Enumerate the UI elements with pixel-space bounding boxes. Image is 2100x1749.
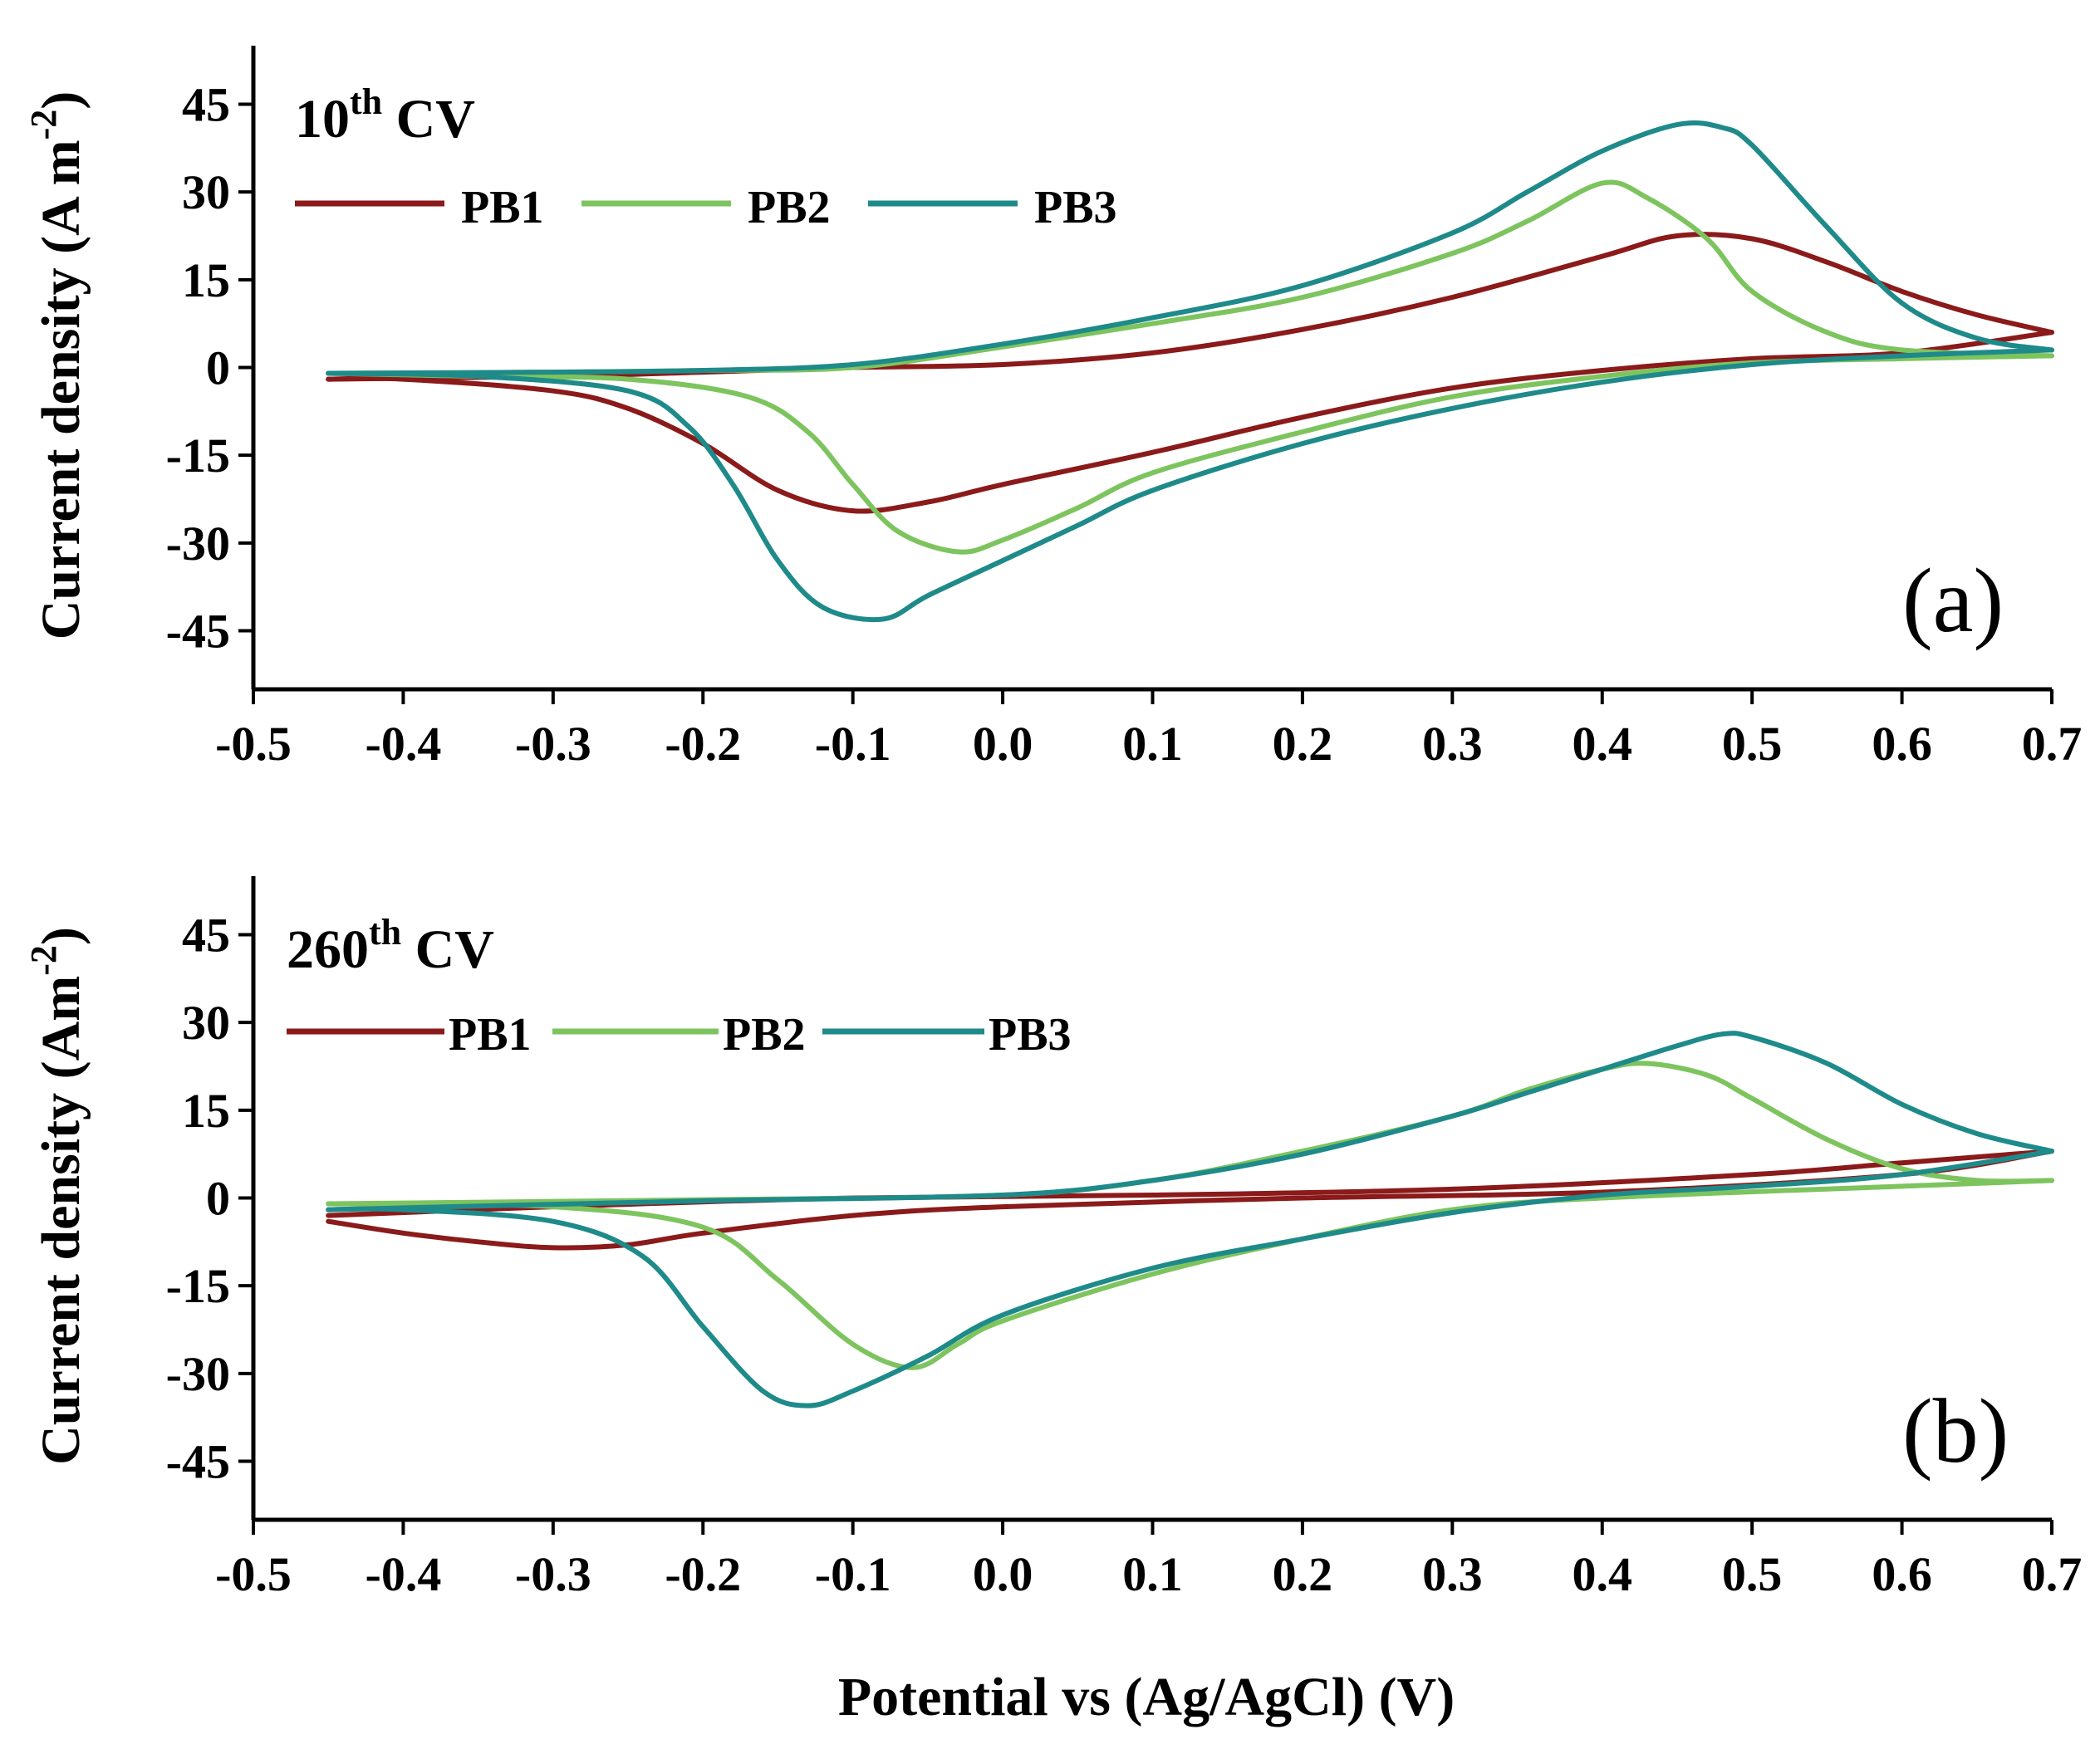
panel-b-curve-pb3-forward [326, 1031, 2054, 1213]
panel-b-x-tick-label: -0.2 [665, 1547, 741, 1601]
panel-a: -45 -30 -15 0 15 30 45 -0.5 -0.4 -0.3 -0.2 -0.1 0.0 0… [23, 46, 2082, 771]
panel-b-x-tick-label: 0.7 [2022, 1547, 2083, 1601]
panel-b-x-tick-label: 0.3 [1422, 1547, 1483, 1601]
panel-a-x-tick-label: -0.1 [815, 717, 891, 771]
panel-b-y-tick-label: -15 [166, 1259, 230, 1313]
panel-b-y-tick-label: 30 [182, 996, 230, 1050]
panel-b-x-tick-label: 0.6 [1872, 1547, 1932, 1601]
panel-b-x-tick-label: 0.1 [1122, 1547, 1183, 1601]
panel-a-x-tick-label: -0.3 [515, 717, 591, 771]
panel-a-legend: PB1 PB2 PB3 [295, 182, 1117, 233]
panel-a-y-tick-label: -15 [166, 429, 230, 483]
panel-a-x-tick-label: -0.2 [665, 717, 741, 771]
panel-a-curve-pb3-reverse [326, 347, 2054, 623]
panel-a-letter: (a) [1902, 550, 2004, 651]
panel-a-title: 10th CV [295, 81, 475, 149]
panel-b-x-tick-label: -0.4 [366, 1547, 442, 1601]
panel-a-y-tick-label: 45 [182, 77, 230, 131]
panel-b: -45 -30 -15 0 15 30 45 -0.5 -0.4 -0.3 -0.2 -0.1 0.0 0… [23, 876, 2082, 1601]
panel-a-x-tick-label: 0.5 [1722, 717, 1783, 771]
panel-a-legend-label-pb2: PB2 [748, 182, 831, 233]
panel-b-y-tick-label: 15 [182, 1084, 230, 1138]
panel-a-x-tick-label: 0.1 [1122, 717, 1183, 771]
panel-a-y-tick-label: 15 [182, 253, 230, 307]
panel-a-y-tick-label: -45 [166, 605, 230, 659]
panel-b-plot-area: -45 -30 -15 0 15 30 45 -0.5 -0.4 -0.3 -0.2 -0.1 0.0 0… [166, 876, 2083, 1601]
panel-a-x-tick-label: 0.4 [1573, 717, 1633, 771]
panel-a-y-tick-label: 30 [182, 165, 230, 219]
panel-a-x-tick-label: 0.3 [1422, 717, 1483, 771]
panel-a-x-tick-label: 0.0 [973, 717, 1033, 771]
panel-b-x-tick-label: 0.0 [973, 1547, 1033, 1601]
panel-b-legend-label-pb2: PB2 [723, 1009, 806, 1061]
panel-b-x-tick-label: 0.5 [1722, 1547, 1783, 1601]
panel-b-x-tick-label: -0.5 [215, 1547, 292, 1601]
panel-a-legend-label-pb3: PB3 [1034, 182, 1117, 233]
panel-b-y-tick-label: 0 [206, 1172, 230, 1226]
panel-b-x-tick-label: 0.4 [1573, 1547, 1633, 1601]
panel-b-y-tick-label: -30 [166, 1347, 230, 1401]
panel-a-x-tick-label: 0.6 [1872, 717, 1932, 771]
panel-a-y-tick-label: 0 [206, 341, 230, 395]
panel-a-curve-pb3-forward [326, 120, 2054, 376]
panel-b-letter: (b) [1902, 1380, 2009, 1482]
panel-a-x-tick-label: 0.7 [2022, 717, 2083, 771]
panel-b-x-tick-label: -0.3 [515, 1547, 591, 1601]
panel-a-plot-area: -45 -30 -15 0 15 30 45 -0.5 -0.4 -0.3 -0.2 -0.1 0.0 0… [166, 46, 2083, 771]
panel-b-x-tick-label: 0.2 [1273, 1547, 1333, 1601]
panel-a-x-tick-label: -0.4 [366, 717, 442, 771]
panel-b-legend-label-pb1: PB1 [449, 1009, 532, 1061]
panel-b-ylabel: Current density (Am-2) [23, 927, 91, 1465]
panel-a-curve-pb2-reverse [326, 353, 2054, 555]
panel-a-x-tick-label: 0.2 [1273, 717, 1333, 771]
panel-a-curve-pb1-reverse [326, 330, 2054, 514]
panel-a-legend-label-pb1: PB1 [461, 182, 544, 233]
panel-b-legend: PB1 PB2 PB3 [287, 1009, 1072, 1061]
panel-b-title: 260th CV [287, 912, 494, 980]
panel-b-y-tick-label: -45 [166, 1435, 230, 1489]
panel-b-legend-label-pb3: PB3 [989, 1009, 1072, 1061]
panel-a-y-tick-label: -30 [166, 517, 230, 571]
panel-a-ylabel: Current density (A m-2) [23, 91, 91, 640]
panel-b-x-tick-label: -0.1 [815, 1547, 891, 1601]
panel-b-curve-pb2-reverse [326, 1178, 2054, 1370]
panel-b-y-tick-label: 45 [182, 908, 230, 962]
x-axis-title: Potential vs (Ag/AgCl) (V) [838, 1667, 1455, 1727]
panel-b-curve-pb3-reverse [326, 1149, 2054, 1409]
panel-a-x-tick-label: -0.5 [215, 717, 292, 771]
